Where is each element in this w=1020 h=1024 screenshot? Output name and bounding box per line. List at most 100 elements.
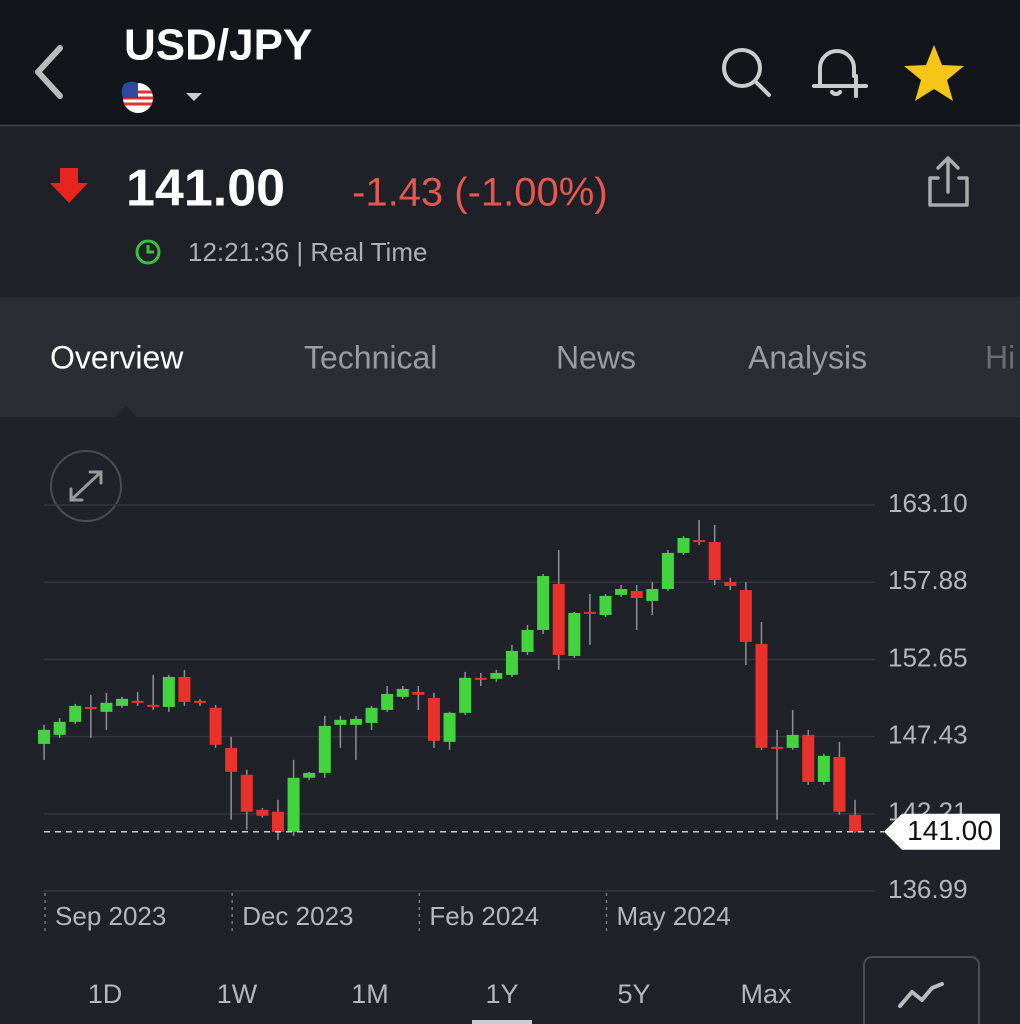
candle-body [661,552,674,589]
candle-body [365,707,378,723]
candle-body [693,540,706,543]
candle-body [708,541,721,580]
candle-body [349,718,362,725]
candle-body [849,814,862,832]
y-tick-label: 136.99 [888,874,968,904]
chart-type-button[interactable] [863,956,980,1024]
range-button[interactable]: 1Y [485,979,518,1009]
candle-body [833,756,846,812]
range-button[interactable]: 1D [88,979,123,1009]
candle-body [396,688,409,697]
candle-body [178,676,191,702]
candle-body [505,650,518,675]
tab[interactable]: Technical [304,339,437,375]
x-tick-label: Sep 2023 [55,901,166,931]
tab[interactable]: Overview [50,339,184,375]
candle-body [69,705,82,722]
candle-body [38,729,51,744]
range-selector: 1D 1W 1M 1Y 5Y Max [88,979,792,1024]
candle-body [381,693,394,710]
price-change: -1.43 (-1.00%) [352,171,608,215]
candle-body [474,677,487,680]
favorite-star[interactable] [904,45,964,101]
back-button[interactable] [35,45,63,99]
candle-body [334,719,347,725]
candle-body [630,590,643,599]
price: 141.00 [126,160,285,218]
range-button[interactable]: Max [740,979,792,1009]
tab-bar [0,297,1020,417]
range-button[interactable]: 1W [217,979,258,1009]
candle-body [162,676,175,707]
share-button[interactable] [928,156,969,207]
candle-body [771,746,784,749]
tab[interactable]: News [556,339,636,375]
candle-body [443,712,456,742]
candle-body [615,588,628,595]
candle-body [412,691,425,695]
quote-panel [0,127,1020,297]
candlestick-chart: 163.10157.88152.65147.43142.21136.99Sep … [38,488,1000,935]
candle-body [802,734,815,782]
expand-button[interactable] [50,450,122,522]
candle-body [271,811,284,832]
candle-body [147,704,160,707]
last-value-label: 141.00 [907,815,993,846]
tab-pointer [114,406,138,418]
tab[interactable]: Analysis [748,339,867,375]
chart-panel [0,417,1020,1024]
candle-body [599,595,612,616]
candle-body [568,612,581,656]
candle-body [786,734,799,748]
candle-body [256,809,269,816]
x-tick-label: Feb 2024 [429,901,539,931]
last-value-badge [884,813,1000,850]
candle-body [677,537,690,553]
range-button[interactable]: 5Y [617,979,650,1009]
tabs: Overview Technical News Analysis Hi [50,339,1015,375]
alert-button[interactable] [812,49,868,98]
candle-body [427,697,440,741]
range-button[interactable]: 1M [351,979,389,1009]
candle-body [303,772,316,778]
x-tick-label: May 2024 [617,901,731,931]
quote-time: 12:21:36 | Real Time [188,237,427,267]
chart-type-icon [898,982,944,1008]
x-tick-label: Dec 2023 [242,901,353,931]
candle-body [459,677,472,713]
candle-body [116,698,129,706]
candle-body [100,702,113,712]
symbol: USD/JPY [124,21,312,70]
candle-body [817,755,830,782]
candle-body [287,777,300,832]
flag[interactable] [121,81,202,113]
tab[interactable]: Hi [985,339,1015,375]
clock-icon [135,239,161,265]
y-tick-label: 157.88 [888,565,968,595]
candle-body [225,747,238,772]
candle-body [240,774,253,812]
candle-body [209,707,222,745]
y-tick-label: 147.43 [888,720,968,750]
search-button[interactable] [722,48,771,97]
candle-body [724,582,737,587]
y-tick-label: 152.65 [888,642,968,672]
candle-body [53,721,66,735]
candle-body [521,629,534,652]
candle-body [583,611,596,614]
y-tick-label: 163.10 [888,488,968,518]
candle-body [646,588,659,601]
candle-body [537,575,550,630]
candle-body [755,643,768,748]
candle-body [318,725,331,773]
candle-body [131,700,144,703]
down-arrow [50,168,88,203]
candle-body [84,706,97,709]
top-bar [0,0,1020,125]
candle-body [194,700,206,703]
range-underline [472,1020,532,1024]
candle-body [739,590,752,642]
candle-body [552,583,565,655]
